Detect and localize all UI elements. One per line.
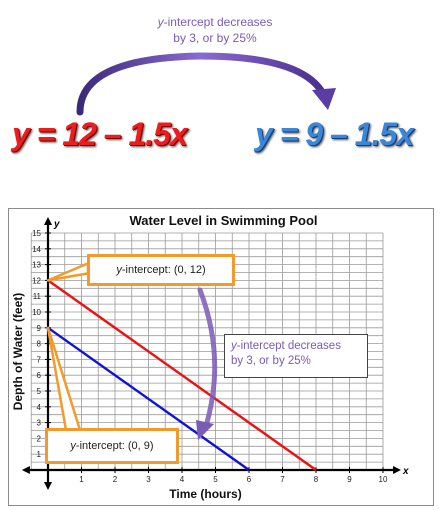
x-tick-label: 2 xyxy=(113,475,118,484)
y-tick-label: 2 xyxy=(37,434,42,443)
x-tick-label: 1 xyxy=(79,475,84,484)
y-tick-label: 10 xyxy=(32,308,41,317)
chart-title: Water Level in Swimming Pool xyxy=(129,213,317,228)
callout-dec-line1: -intercept decreases xyxy=(236,340,341,352)
top-intercept-note: y-intercept decreases by 3, or by 25% xyxy=(130,14,300,46)
callout-dec-line2: by 3, or by 25% xyxy=(231,355,311,367)
callout-dec-y: y xyxy=(231,340,237,352)
y-tick-label: 1 xyxy=(37,450,42,459)
callout-intercept-12: y-intercept: (0, 12) xyxy=(87,254,235,286)
y-tick-label: 14 xyxy=(32,245,41,254)
x-axis-label: Time (hours) xyxy=(169,487,241,501)
callout-9-y: y xyxy=(70,440,76,452)
y-tick-label: 9 xyxy=(37,324,42,333)
x-tick-label: 3 xyxy=(146,475,151,484)
callout-12-pointer xyxy=(46,262,90,282)
series-line xyxy=(47,326,250,471)
y-tick-label: 7 xyxy=(37,355,42,364)
x-tick-label: 4 xyxy=(180,475,185,484)
y-axis-arrow-up xyxy=(44,217,52,225)
top-arrow-shaft xyxy=(76,52,326,116)
callout-12-y: y xyxy=(116,264,122,276)
y-tick-label: 8 xyxy=(37,340,42,349)
intercept-shift-arrowhead xyxy=(196,420,214,440)
y-tick-label: 11 xyxy=(33,292,42,301)
top-note-line1: -intercept decreases xyxy=(163,15,273,29)
top-curved-arrow xyxy=(76,52,336,116)
equation-new: y = 9 – 1.5x xyxy=(255,116,414,152)
equation-original: y = 12 – 1.5x xyxy=(12,116,188,152)
y-tick-label: 5 xyxy=(37,387,42,396)
x-tick-label: 5 xyxy=(213,475,218,484)
x-tick-label: 6 xyxy=(247,475,252,484)
top-note-y: y xyxy=(157,15,164,29)
y-tick-label: 12 xyxy=(32,276,41,285)
y-tick-label: 3 xyxy=(37,419,42,428)
x-tick-label: 7 xyxy=(280,475,285,484)
y-axis-label: Depth of Water (feet) xyxy=(11,293,25,411)
top-arrow-head xyxy=(312,88,336,110)
y-axis-arrow-down xyxy=(44,482,52,490)
x-axis-letter: x xyxy=(402,466,409,477)
callout-12-text: -intercept: (0, 12) xyxy=(121,264,206,276)
callout-intercept-9: y-intercept: (0, 9) xyxy=(45,428,179,464)
y-axis-letter: y xyxy=(53,219,60,230)
callout-intercept-decrease: y-intercept decreases by 3, or by 25% xyxy=(224,334,368,378)
series-line xyxy=(47,279,317,471)
x-axis-arrow-left xyxy=(21,466,30,474)
top-note-line2: by 3, or by 25% xyxy=(173,31,257,45)
callout-9-text: -intercept: (0, 9) xyxy=(75,440,154,452)
x-axis-arrow-right xyxy=(393,466,401,474)
y-tick-label: 6 xyxy=(37,371,42,380)
x-tick-label: 8 xyxy=(314,475,319,484)
intercept-shift-arrow xyxy=(197,287,218,429)
y-tick-label: 15 xyxy=(32,229,41,238)
y-tick-label: 13 xyxy=(32,261,41,270)
x-tick-label: 10 xyxy=(379,475,388,484)
x-tick-label: 9 xyxy=(347,475,352,484)
y-tick-label: 4 xyxy=(37,403,42,412)
